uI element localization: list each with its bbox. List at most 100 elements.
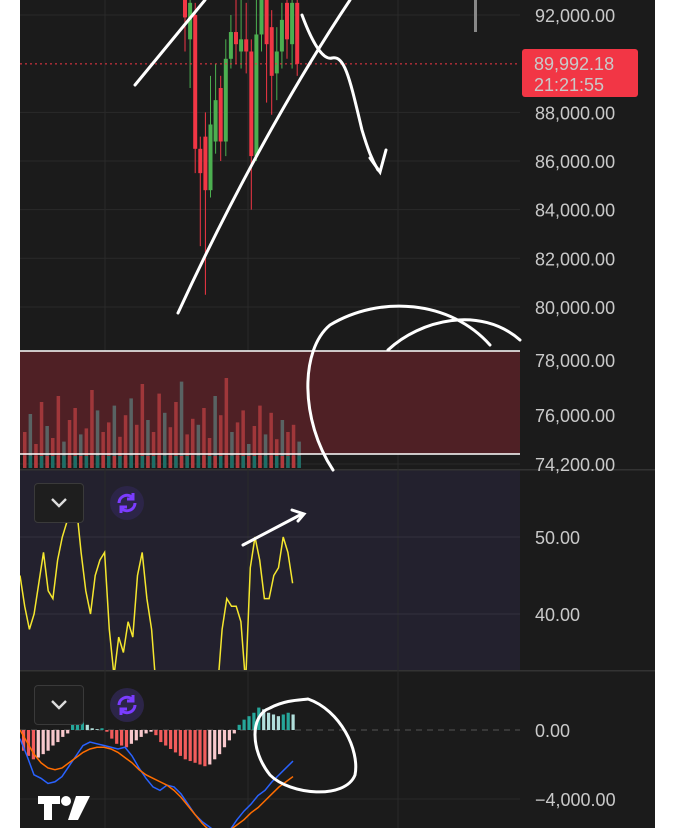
volume-bar-base (123, 456, 128, 468)
volume-bar (179, 381, 184, 468)
volume-bar (67, 420, 72, 468)
candle-countdown: 21:21:55 (534, 75, 604, 95)
volume-bar-base (39, 456, 44, 468)
rsi-collapse-button[interactable] (34, 483, 84, 523)
price-axis-tick: 76,000.00 (535, 406, 615, 426)
macd-histogram-bar (105, 730, 109, 732)
volume-bar-base (23, 456, 27, 468)
volume-bar (286, 432, 290, 468)
volume-bar (146, 420, 150, 468)
volume-bar-base (95, 456, 100, 468)
price-axis-tick: 86,000.00 (535, 152, 615, 172)
candle-body (274, 51, 279, 74)
macd-histogram-bar (154, 730, 158, 736)
candle-body (269, 27, 274, 76)
sync-icon (117, 695, 137, 715)
volume-bar (90, 390, 94, 468)
macd-histogram-bar (286, 712, 290, 730)
volume-bar-base (202, 456, 206, 468)
volume-bar-base (258, 456, 262, 468)
volume-bar (23, 432, 27, 468)
volume-bar (107, 422, 111, 468)
macd-histogram-bar (124, 730, 129, 748)
volume-bar (84, 428, 89, 468)
volume-bar (185, 434, 189, 468)
volume-bar-base (151, 456, 156, 468)
volume-bar (45, 426, 49, 468)
tradingview-logo[interactable] (36, 792, 92, 822)
volume-bar-base (191, 456, 195, 468)
candle-body (193, 15, 198, 149)
scroll-indicator (474, 0, 477, 32)
candle-body (290, 2, 295, 45)
volume-bar (95, 410, 100, 468)
candle-body (264, 0, 269, 45)
macd-collapse-button[interactable] (34, 685, 84, 725)
volume-bar (112, 405, 117, 468)
macd-histogram-bar (213, 730, 217, 760)
macd-histogram-bar (75, 721, 80, 730)
volume-bar (140, 384, 145, 468)
volume-bar-base (252, 456, 257, 468)
rsi-pane (20, 470, 520, 670)
price-axis-tick: 84,000.00 (535, 201, 615, 221)
candle-body (254, 34, 259, 157)
macd-histogram-bar (144, 730, 148, 734)
volume-bar-base (146, 456, 150, 468)
macd-histogram-bar (291, 714, 295, 730)
volume-bar-base (241, 456, 245, 468)
macd-histogram-bar (232, 730, 236, 734)
price-axis-tick: 88,000.00 (535, 103, 615, 123)
volume-bar-base (174, 456, 178, 468)
candle-body (234, 32, 238, 45)
macd-histogram-bar (36, 730, 40, 758)
volume-bar-base (168, 456, 173, 468)
candle-body (203, 136, 208, 191)
chevron-down-icon (51, 700, 67, 710)
volume-bar-base (263, 456, 268, 468)
volume-bar (135, 424, 139, 468)
macd-histogram-bar (110, 730, 114, 739)
volume-bar-base (196, 456, 201, 468)
candle-body (244, 39, 249, 52)
macd-histogram-bar (242, 719, 246, 730)
sync-icon (117, 493, 137, 513)
macd-histogram-bar (198, 730, 202, 765)
volume-bar (123, 415, 128, 468)
price-axis-tick: 74,200.00 (535, 455, 615, 475)
last-price-label: 89,992.18 (534, 54, 614, 74)
volume-bar (101, 432, 105, 468)
macd-histogram-bar (218, 730, 222, 755)
volume-bar (39, 402, 44, 468)
volume-bar-base (90, 456, 94, 468)
macd-histogram-bar (267, 712, 271, 730)
volume-bar-base (107, 456, 111, 468)
candle-body (223, 58, 228, 142)
macd-histogram-bar (237, 724, 241, 730)
macd-sync-button[interactable] (110, 688, 144, 722)
volume-bar-base (224, 456, 229, 468)
macd-histogram-bar (85, 724, 89, 730)
trendline-drawing (133, 0, 207, 87)
volume-bar (207, 438, 212, 468)
volume-bar (51, 438, 55, 468)
candle-body (228, 32, 233, 59)
volume-bar-base (179, 456, 184, 468)
volume-bar-base (34, 456, 38, 468)
volume-bar-base (157, 456, 161, 468)
volume-bar-base (280, 456, 285, 468)
volume-bar-base (185, 456, 189, 468)
volume-bar (62, 441, 66, 468)
rsi-axis-tick: 50.00 (535, 528, 580, 548)
macd-histogram-bar (159, 730, 163, 743)
rsi-axis-tick: 40.00 (535, 605, 580, 625)
volume-bar (163, 412, 167, 468)
rsi-sync-button[interactable] (110, 486, 144, 520)
volume-bar (230, 432, 234, 468)
volume-bar-base (101, 456, 105, 468)
volume-bar (280, 420, 285, 468)
macd-histogram-bar (120, 730, 124, 746)
candle-body (183, 0, 187, 18)
volume-bar (157, 393, 161, 468)
